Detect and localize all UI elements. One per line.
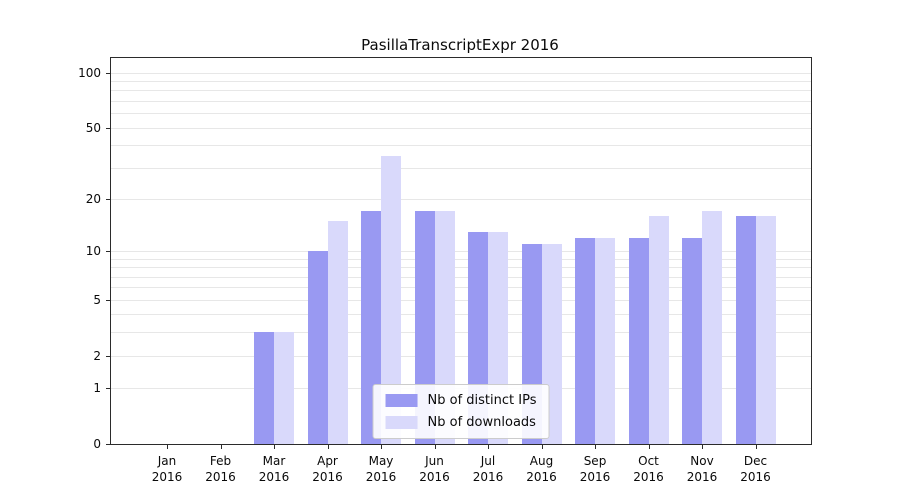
bar — [702, 211, 722, 444]
plot-area: Nb of distinct IPs Nb of downloads 0 1 2 5 1… — [78, 57, 812, 484]
x-tick-label: Nov 2016 — [686, 454, 718, 484]
y-tick-mark — [106, 388, 111, 390]
chart-title: PasillaTranscriptExpr 2016 — [361, 36, 559, 54]
gridline — [111, 314, 811, 316]
y-tick-mark — [106, 198, 111, 200]
gridline — [111, 355, 811, 357]
gridline — [111, 276, 811, 278]
x-tick-mark — [755, 444, 757, 449]
gridline — [111, 287, 811, 289]
bar — [307, 251, 328, 444]
bar — [648, 215, 669, 444]
bar — [755, 215, 776, 444]
gridline — [111, 100, 811, 102]
gridline — [111, 299, 811, 301]
bar — [327, 220, 348, 444]
y-tick-mark — [106, 72, 111, 74]
x-tick-label: Dec 2016 — [740, 454, 771, 484]
x-tick-label: Jan 2016 — [151, 454, 183, 484]
x-tick-mark — [220, 444, 222, 449]
gridline — [111, 72, 811, 74]
legend-label-downloads: Nb of downloads — [427, 415, 536, 430]
y-tick-mark — [106, 299, 111, 301]
bar — [682, 237, 702, 444]
y-tick-mark — [106, 355, 111, 357]
x-tick-mark — [167, 444, 168, 449]
bar — [254, 332, 274, 444]
gridline — [111, 258, 811, 260]
bar — [595, 237, 615, 444]
x-tick-mark — [381, 444, 382, 449]
x-tick-label: Aug 2016 — [526, 454, 557, 484]
x-tick-mark — [434, 444, 436, 449]
gridline — [111, 80, 811, 82]
y-tick-label: 20 — [85, 191, 101, 206]
x-tick-mark — [327, 444, 329, 449]
legend-swatch-distinct-ips — [385, 394, 418, 407]
gridline — [111, 251, 811, 252]
gridline — [111, 167, 811, 169]
y-tick-label: 100 — [78, 65, 101, 80]
y-tick-label: 0 — [93, 437, 101, 451]
x-tick-mark — [648, 444, 650, 449]
y-tick-label: 10 — [85, 244, 101, 258]
x-tick-mark — [541, 444, 543, 449]
gridline — [111, 127, 811, 129]
y-tick-mark — [106, 444, 111, 445]
x-tick-label: Jun 2016 — [419, 454, 450, 484]
legend: Nb of distinct IPs Nb of downloads — [372, 384, 550, 439]
legend-swatch-downloads — [385, 416, 418, 429]
bar — [575, 237, 595, 444]
x-tick-label: Mar 2016 — [258, 454, 290, 484]
gridline — [111, 145, 811, 147]
legend-label-distinct-ips: Nb of distinct IPs — [427, 393, 537, 408]
y-tick-mark — [106, 127, 111, 129]
bar — [274, 332, 294, 444]
x-tick-label: Oct 2016 — [633, 454, 664, 484]
gridline — [111, 198, 811, 200]
bar — [381, 155, 401, 444]
x-tick-label: Jul 2016 — [472, 454, 504, 484]
bar — [735, 215, 756, 444]
x-tick-mark — [595, 444, 596, 449]
y-tick-mark — [106, 251, 111, 252]
bar — [628, 237, 649, 444]
gridline — [111, 90, 811, 92]
gridline — [111, 267, 811, 269]
gridline — [111, 113, 811, 115]
x-tick-mark — [702, 444, 703, 449]
legend-item-downloads: Nb of downloads — [385, 415, 537, 430]
legend-item-distinct-ips: Nb of distinct IPs — [385, 393, 537, 408]
y-tick-label: 50 — [85, 120, 101, 135]
x-tick-label: Feb 2016 — [205, 454, 236, 484]
x-tick-label: May 2016 — [365, 454, 397, 484]
x-tick-label: Sep 2016 — [579, 454, 611, 484]
x-tick-mark — [488, 444, 489, 449]
x-tick-label: Apr 2016 — [312, 454, 343, 484]
y-tick-label: 5 — [93, 292, 101, 307]
y-tick-label: 2 — [93, 348, 101, 363]
gridline — [111, 332, 811, 334]
x-tick-mark — [274, 444, 275, 449]
y-tick-label: 1 — [93, 381, 101, 396]
